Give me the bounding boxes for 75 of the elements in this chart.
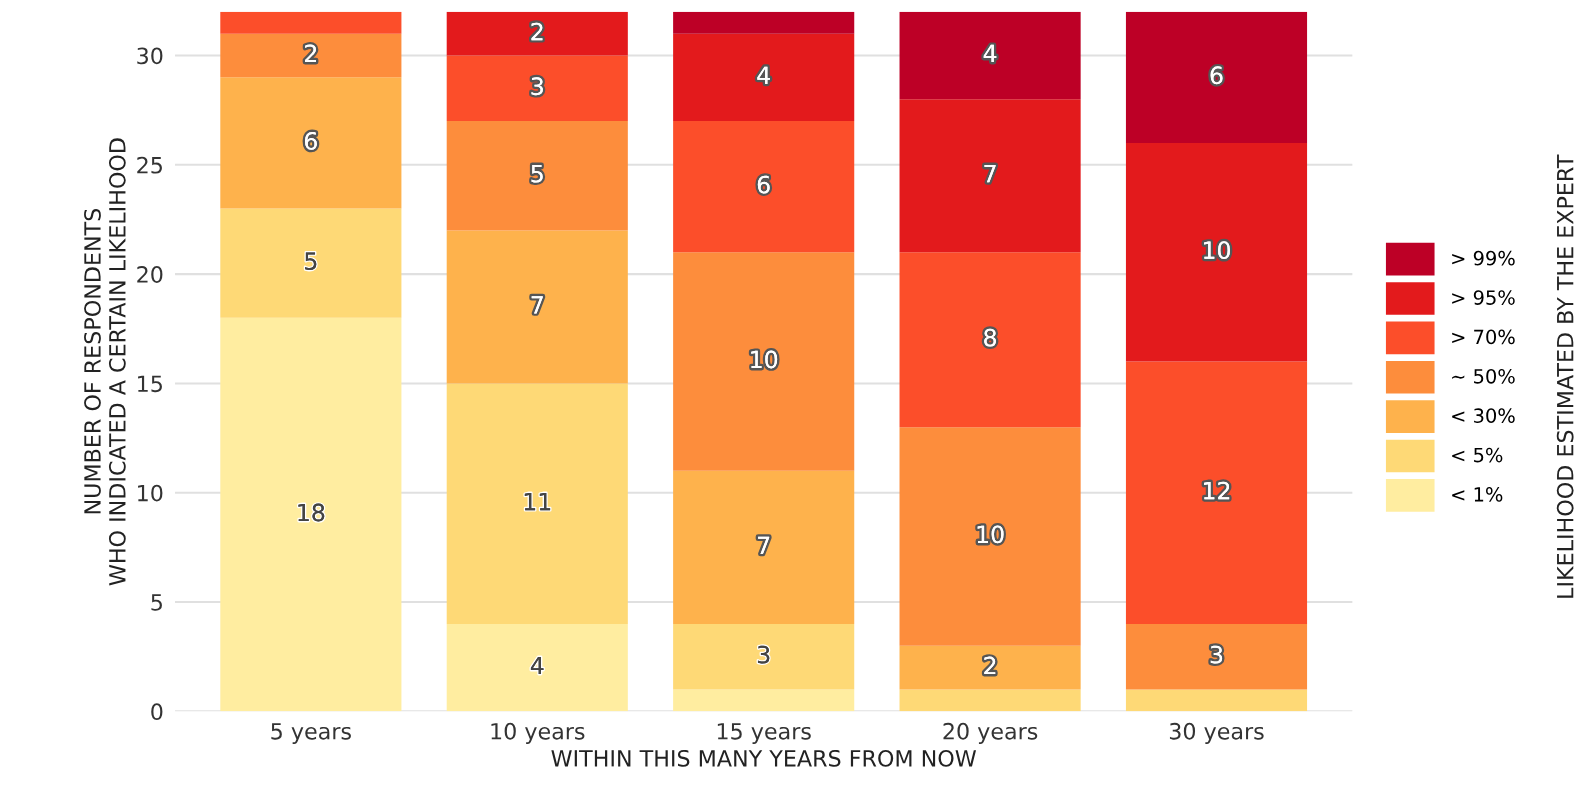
- y-tick-label: 0: [151, 703, 163, 721]
- x-axis-title: WITHIN THIS MANY YEARS FROM NOW: [551, 749, 977, 767]
- legend-label: > 99%: [1452, 250, 1515, 266]
- data-label: 8: [984, 328, 996, 347]
- data-label: 7: [531, 296, 543, 314]
- bar: [673, 689, 855, 712]
- bar: [673, 623, 855, 690]
- bar: [446, 11, 628, 56]
- bar: [446, 121, 628, 231]
- data-label: 2: [531, 22, 543, 41]
- legend-label: ~ 50%: [1452, 368, 1515, 384]
- data-label: 10: [751, 350, 778, 369]
- data-label: 6: [304, 131, 317, 150]
- y-axis-title: NUMBER OF RESPONDENTS WHO INDICATED A CERTAIN LIKELIHOOD: [84, 138, 126, 586]
- y-tick-label: 25: [137, 156, 162, 174]
- bar: [899, 252, 1081, 428]
- x-tick-label: 15 years: [717, 723, 811, 744]
- y-tick-label: 10: [138, 484, 163, 502]
- bar: [1125, 361, 1308, 624]
- data-label: 7: [984, 165, 996, 183]
- legend-label: < 30%: [1452, 408, 1515, 424]
- data-label: 7: [758, 536, 770, 554]
- data-label: 3: [757, 645, 770, 664]
- bar: [899, 689, 1081, 712]
- bar: [220, 77, 402, 209]
- bar: [1125, 623, 1308, 690]
- bar: [220, 11, 402, 34]
- bar: [446, 623, 628, 712]
- data-label: 10: [1204, 241, 1230, 260]
- data-label: 18: [298, 503, 325, 522]
- x-tick-label: 30 years: [1169, 722, 1264, 744]
- bar: [673, 470, 855, 624]
- data-label: 4: [530, 656, 544, 675]
- data-label: 10: [977, 525, 1004, 544]
- data-label: 2: [305, 44, 316, 63]
- bar: [899, 645, 1081, 690]
- bar: [673, 252, 855, 471]
- bar: [220, 33, 402, 78]
- data-label: 11: [524, 492, 551, 511]
- bar: [1125, 689, 1308, 712]
- x-tick-label: 10 years: [491, 722, 585, 744]
- y-tick-label: 5: [151, 594, 162, 611]
- data-label: 3: [531, 77, 543, 96]
- legend-label: > 95%: [1452, 290, 1515, 305]
- bar: [673, 121, 855, 253]
- data-label: 2: [984, 656, 996, 675]
- data-label: 12: [1204, 481, 1230, 500]
- bar: [446, 55, 628, 122]
- bar: [220, 317, 402, 712]
- legend-label: > 70%: [1452, 329, 1515, 345]
- bar: [446, 230, 628, 384]
- bar: [899, 11, 1081, 100]
- bar: [899, 427, 1081, 646]
- data-label: 4: [983, 44, 997, 63]
- bar: [1125, 142, 1308, 362]
- y-tick-label: 30: [137, 47, 163, 65]
- data-label: 3: [1210, 645, 1223, 664]
- bar: [899, 99, 1081, 253]
- legend-title: LIKELIHOOD ESTIMATED BY THE EXPERT: [1556, 154, 1574, 598]
- x-tick-label: 20 years: [943, 722, 1038, 744]
- bar: [220, 208, 402, 318]
- data-label: 5: [305, 252, 317, 271]
- data-label: 6: [1210, 66, 1223, 85]
- y-tick-label: 15: [138, 375, 162, 393]
- legend-label: < 1%: [1452, 487, 1503, 502]
- bar: [673, 11, 855, 34]
- data-label: 6: [757, 175, 770, 194]
- data-label: 4: [757, 66, 770, 84]
- bar: [446, 383, 628, 624]
- bar: [673, 33, 855, 122]
- data-label: 5: [531, 165, 543, 183]
- bar: [1125, 11, 1308, 143]
- legend-label: < 5%: [1452, 447, 1503, 463]
- x-tick-label: 5 years: [271, 723, 351, 744]
- y-tick-label: 20: [137, 266, 163, 283]
